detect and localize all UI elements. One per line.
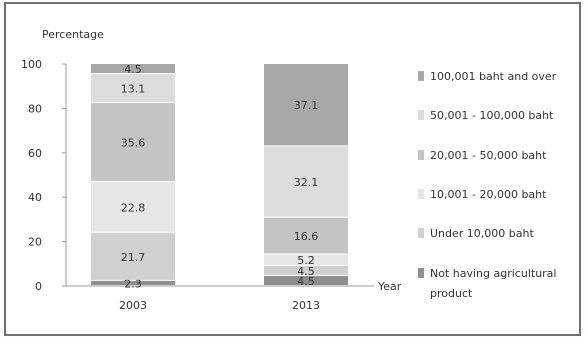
- bar-segment: [264, 217, 348, 254]
- data-label: 4.5: [297, 265, 315, 278]
- bar-segment: [264, 266, 348, 276]
- legend-swatch: [418, 110, 424, 120]
- data-label: 5.2: [297, 254, 315, 267]
- x-axis-label: Year: [377, 280, 402, 293]
- legend-entry: 20,001 - 50,000 baht: [430, 149, 547, 162]
- legend-swatch: [418, 71, 424, 81]
- bar-segment: [264, 276, 348, 285]
- legend-entry: 10,001 - 20,000 baht: [430, 188, 547, 201]
- data-label: 2.3: [124, 277, 142, 290]
- bar-segment: [91, 73, 175, 103]
- legend-swatch: [418, 268, 424, 278]
- data-label: 37.1: [294, 99, 319, 112]
- legend-swatch: [418, 228, 424, 238]
- y-tick-label: 20: [28, 236, 42, 249]
- legend-entry: Under 10,000 baht: [430, 227, 534, 240]
- data-label: 35.6: [121, 137, 146, 150]
- y-tick-label: 0: [35, 280, 42, 293]
- y-tick-label: 40: [28, 191, 42, 204]
- bar-segment: [264, 146, 348, 217]
- bar-segment: [264, 64, 348, 146]
- data-label: 32.1: [294, 176, 319, 189]
- bar-segment: [91, 280, 175, 285]
- legend-entry: Not having agricultural product: [430, 267, 556, 300]
- data-label: 4.5: [124, 63, 142, 76]
- bar-segment: [264, 254, 348, 266]
- data-label: 13.1: [121, 83, 146, 96]
- y-tick-label: 80: [28, 102, 42, 115]
- bar-segment: [91, 64, 175, 73]
- legend-entry: 50,001 - 100,000 baht: [430, 109, 554, 122]
- y-tick-label: 60: [28, 147, 42, 160]
- bar-segment: [91, 182, 175, 232]
- y-tick-label: 100: [21, 58, 42, 71]
- y-axis-label: Percentage: [42, 28, 104, 41]
- data-label: 16.6: [294, 230, 319, 243]
- x-tick-label: 2003: [119, 299, 147, 312]
- bar-segment: [91, 232, 175, 280]
- legend-swatch: [418, 189, 424, 199]
- data-label: 21.7: [121, 251, 146, 264]
- legend-swatch: [418, 150, 424, 160]
- data-label: 22.8: [121, 201, 146, 214]
- data-label: 4.5: [297, 275, 315, 288]
- bar-segment: [91, 103, 175, 182]
- legend-entry: 100,001 baht and over: [430, 70, 557, 83]
- x-tick-label: 2013: [292, 299, 320, 312]
